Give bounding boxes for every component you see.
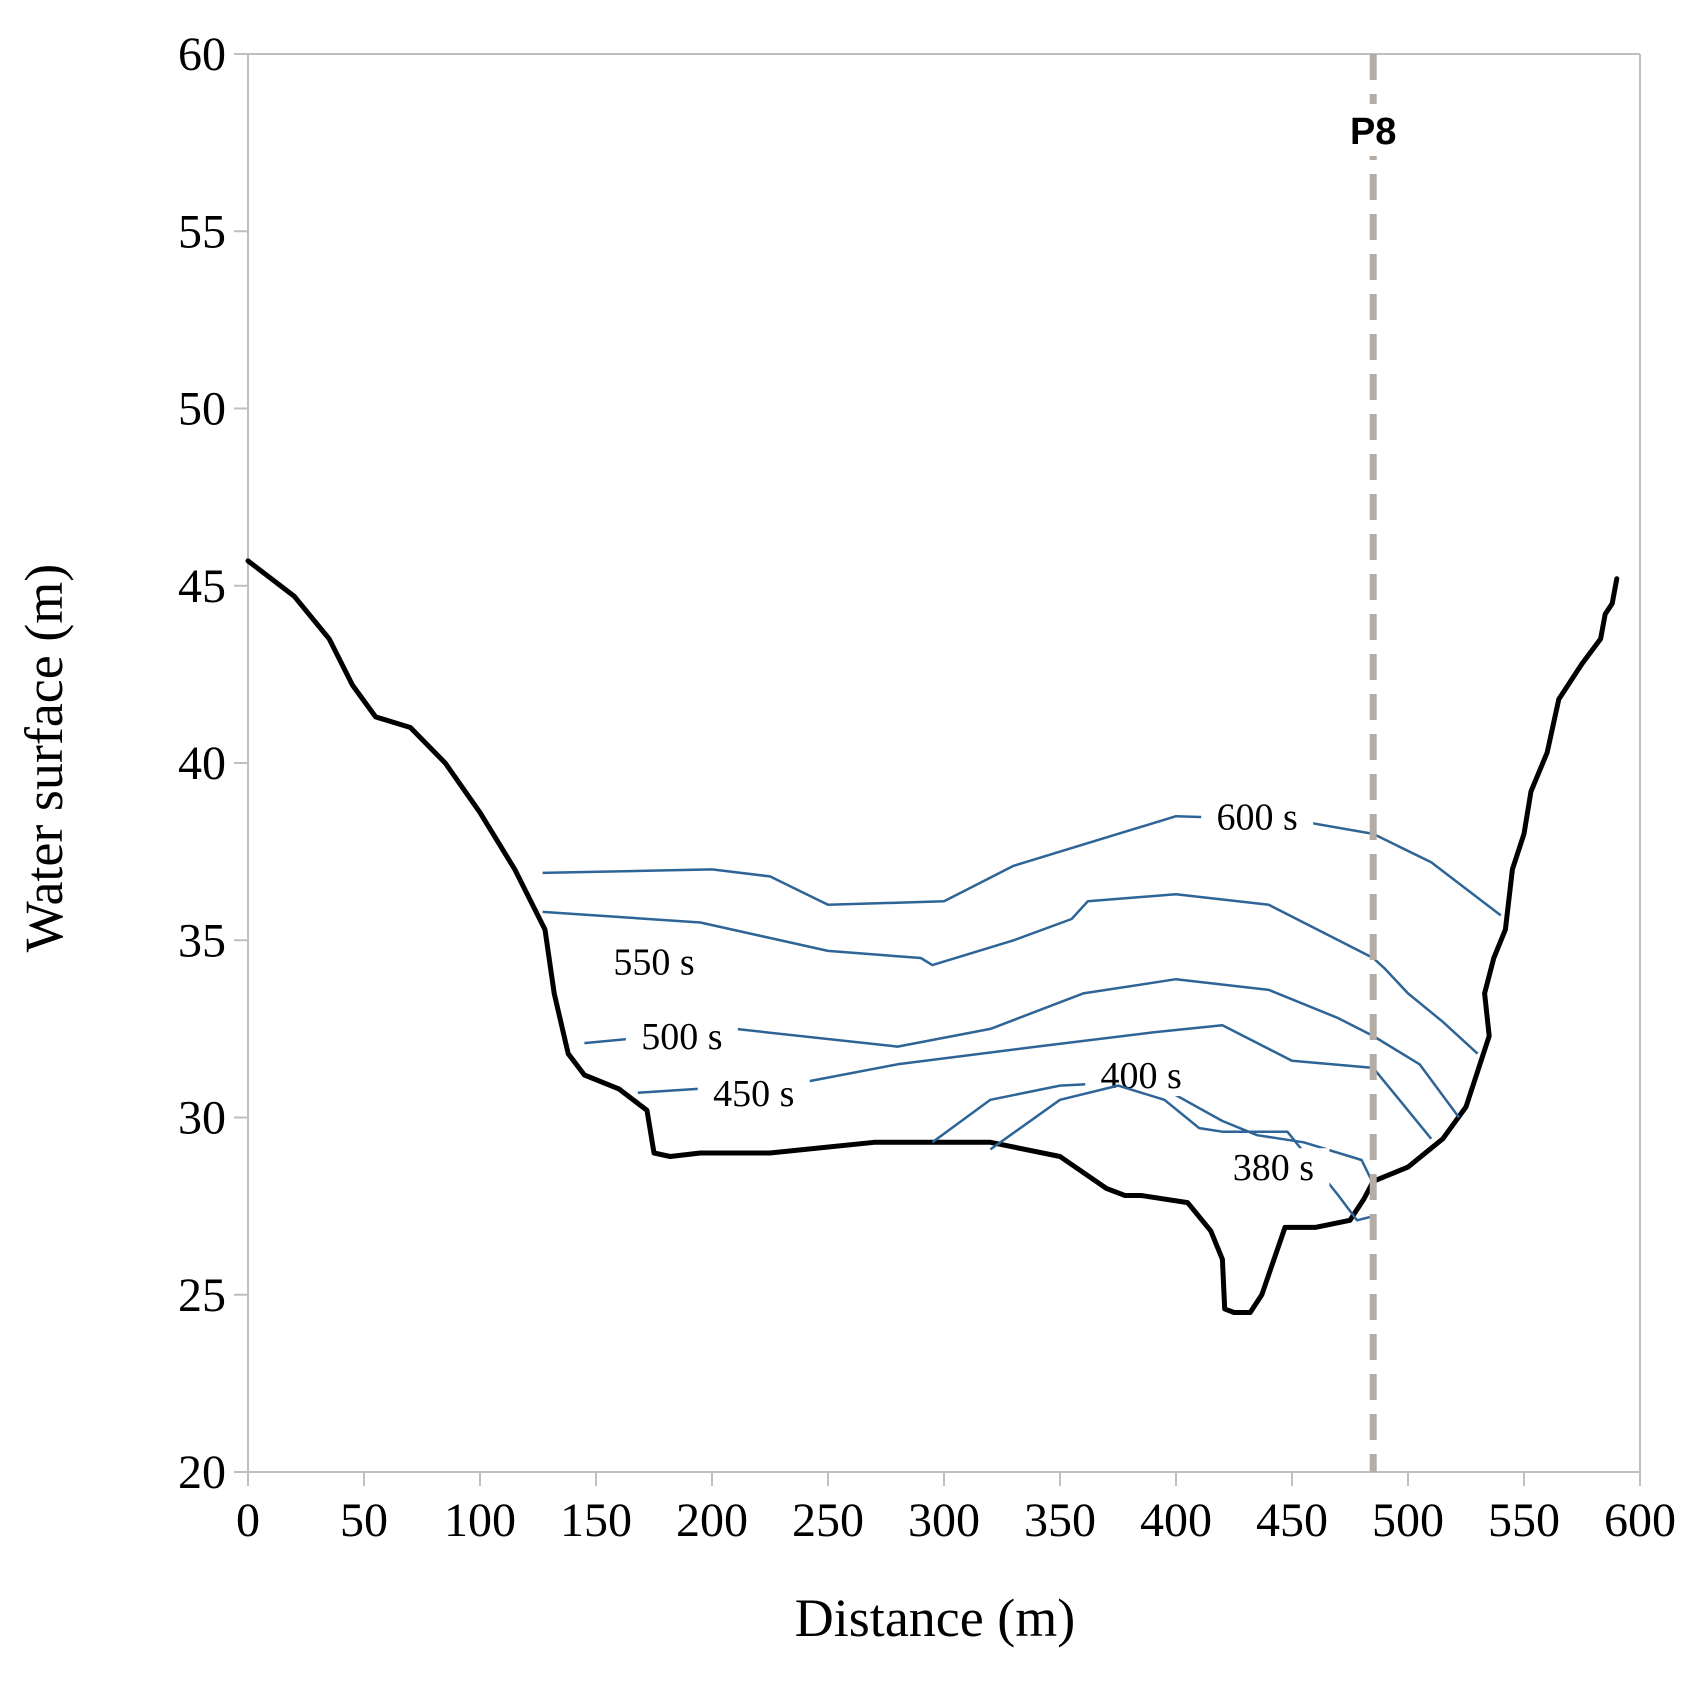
y-tick-label: 20 <box>178 1446 226 1499</box>
terrain-line <box>245 558 1620 1315</box>
contour-label-bg <box>697 1073 810 1114</box>
x-tick-label: 600 <box>1604 1494 1676 1547</box>
y-tick-label: 25 <box>178 1269 226 1322</box>
contour-label-bg <box>598 942 710 983</box>
contour-label-400-s: 400 s <box>1101 1055 1182 1097</box>
contour-line-500-s <box>584 977 1461 1119</box>
contour-layer: 600 s 550 s 500 s 450 s 400 s 380 s <box>542 796 1502 1222</box>
p8-label-bg <box>1337 104 1410 156</box>
contour-line-380-s <box>989 1084 1372 1222</box>
contour-line-550-s <box>542 892 1479 1055</box>
contour-label-380-s: 380 s <box>1233 1147 1314 1189</box>
contour-label-550-s: 550 s <box>613 942 694 984</box>
contour-label-bg <box>625 1017 738 1058</box>
x-tick-label: 200 <box>676 1494 748 1547</box>
contour-label-bg <box>1217 1148 1330 1189</box>
y-tick-label: 40 <box>178 737 226 790</box>
contour-label-600-s: 600 s <box>1217 796 1298 838</box>
x-tick-label: 450 <box>1256 1494 1328 1547</box>
x-tick-label: 500 <box>1372 1494 1444 1547</box>
marker-layer: P8 <box>1337 54 1410 1472</box>
contour-label-500-s: 500 s <box>641 1016 722 1058</box>
x-tick-label: 50 <box>340 1494 388 1547</box>
y-tick-label: 30 <box>178 1092 226 1145</box>
x-tick-label: 400 <box>1140 1494 1212 1547</box>
contour-label-bg <box>1201 797 1314 838</box>
x-tick-label: 100 <box>444 1494 516 1547</box>
y-tick-label: 50 <box>178 383 226 436</box>
contour-label-450-s: 450 s <box>713 1073 794 1115</box>
y-tick-label: 35 <box>178 914 226 967</box>
y-tick-label: 55 <box>178 205 226 258</box>
contour-line-600-s <box>542 814 1502 917</box>
x-tick-label: 250 <box>792 1494 864 1547</box>
x-axis-title: Distance (m) <box>795 1588 1075 1648</box>
p8-marker-label: P8 <box>1350 111 1396 153</box>
x-tick-label: 0 <box>236 1494 260 1547</box>
x-tick-label: 150 <box>560 1494 632 1547</box>
y-axis-title: Water surface (m) <box>14 564 74 952</box>
x-tick-label: 350 <box>1024 1494 1096 1547</box>
terrain-layer <box>245 558 1620 1315</box>
y-tick-label: 60 <box>178 28 226 81</box>
y-tick-label: 45 <box>178 560 226 613</box>
x-tick-label: 300 <box>908 1494 980 1547</box>
contour-line-450-s <box>637 1024 1433 1140</box>
contour-line-400-s <box>931 1080 1377 1189</box>
x-tick-label: 550 <box>1488 1494 1560 1547</box>
